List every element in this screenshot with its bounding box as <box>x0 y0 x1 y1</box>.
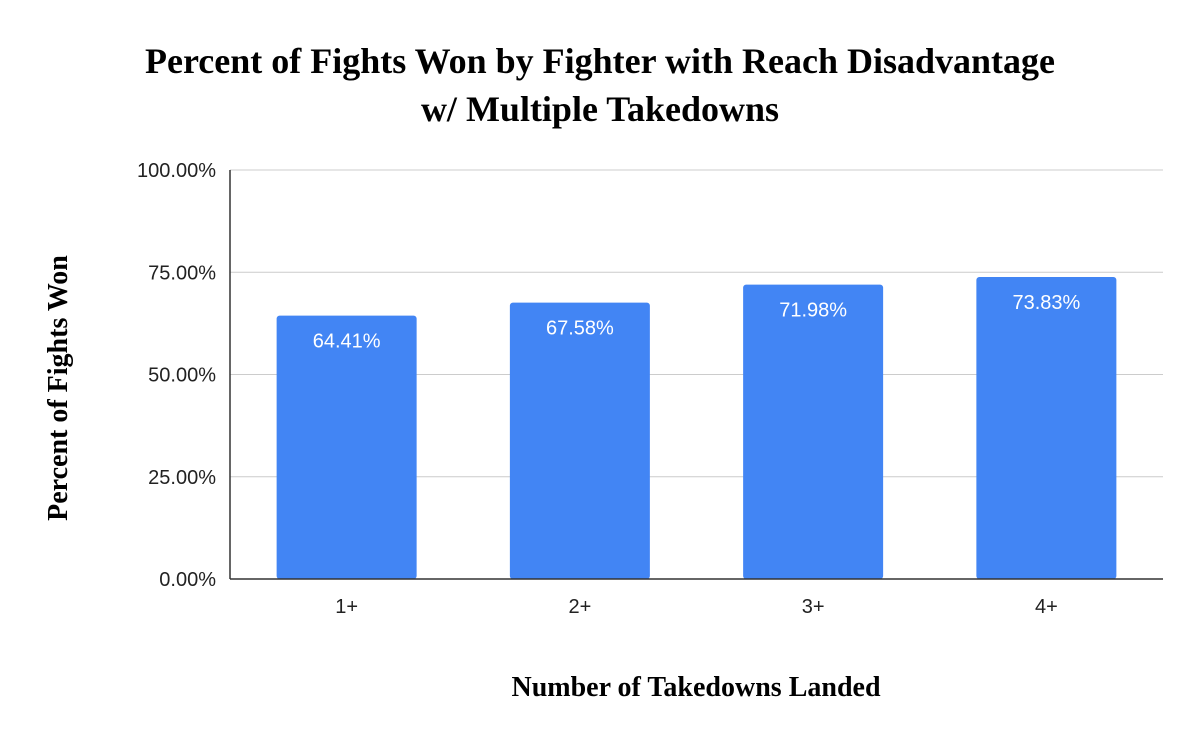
x-tick-label: 4+ <box>1035 596 1058 618</box>
axes <box>229 170 1163 580</box>
bars <box>276 277 1117 579</box>
y-tick-label: 0.00% <box>159 569 216 591</box>
bar-data-label: 64.41% <box>313 331 381 353</box>
x-tick-label: 3+ <box>802 596 825 618</box>
y-tick-label: 100.00% <box>137 160 216 182</box>
chart-title-line-1: Percent of Fights Won by Fighter with Re… <box>145 41 1055 81</box>
x-tick-label: 2+ <box>568 596 591 618</box>
x-tick-label: 1+ <box>335 596 358 618</box>
y-axis-title: Percent of Fights Won <box>43 255 74 521</box>
bar-data-label: 71.98% <box>779 300 847 322</box>
bar <box>509 302 650 579</box>
bar-data-label: 67.58% <box>546 318 614 340</box>
x-axis-title: Number of Takedowns Landed <box>511 672 880 703</box>
y-tick-label: 75.00% <box>148 262 216 284</box>
chart-title-line-2: w/ Multiple Takedowns <box>420 89 780 129</box>
labels: 0.00% 25.00% 50.00% 75.00% 100.00% 64.41% 1+ 67… <box>137 160 1080 618</box>
y-tick-label: 25.00% <box>148 467 216 489</box>
y-tick-label: 50.00% <box>148 365 216 387</box>
bar <box>276 315 417 579</box>
bar-data-label: 73.83% <box>1012 292 1080 314</box>
bar <box>743 284 884 579</box>
bar <box>976 277 1117 579</box>
